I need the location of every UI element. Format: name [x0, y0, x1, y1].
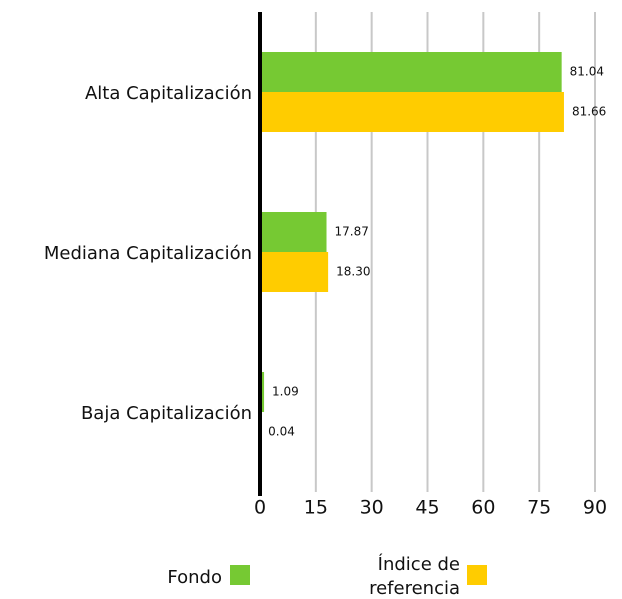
legend-swatch: [467, 565, 487, 585]
value-label: 18.30: [336, 265, 370, 279]
legend-label: Fondo: [167, 567, 222, 588]
value-label: 1.09: [272, 385, 299, 399]
x-tick-label: 0: [254, 497, 266, 519]
legend-label: Índice de referencia: [369, 554, 460, 599]
bar: [260, 92, 564, 132]
x-tick-label: 75: [527, 497, 551, 519]
x-tick-label: 60: [471, 497, 495, 519]
y-tick-label: Baja Capitalización: [81, 403, 252, 424]
y-tick-label: Alta Capitalización: [85, 83, 252, 104]
x-tick-label: 45: [415, 497, 439, 519]
bar: [260, 52, 562, 92]
value-label: 81.66: [572, 105, 606, 119]
bar: [260, 212, 327, 252]
bar: [260, 372, 265, 412]
bar: [260, 252, 329, 292]
y-tick-label: Mediana Capitalización: [44, 243, 252, 264]
x-tick-label: 90: [583, 497, 607, 519]
x-tick-label: 30: [360, 497, 384, 519]
value-label: 17.87: [335, 225, 369, 239]
x-tick-label: 15: [304, 497, 328, 519]
value-label: 0.04: [268, 425, 295, 439]
legend-swatch: [230, 565, 250, 585]
value-label: 81.04: [570, 65, 604, 79]
